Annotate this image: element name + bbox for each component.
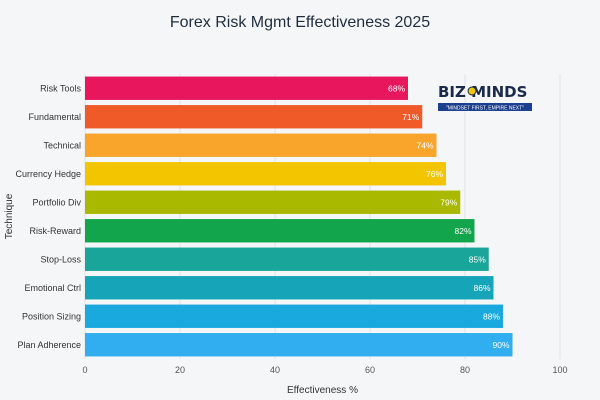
data-label: 82% [454, 226, 471, 236]
category-label: Position Sizing [22, 311, 81, 321]
data-label: 88% [483, 311, 500, 321]
x-tick-label: 0 [82, 365, 87, 375]
bar [85, 105, 423, 129]
x-axis-title: Effectiveness % [287, 385, 358, 396]
x-tick-label: 100 [552, 365, 567, 375]
bar [85, 247, 489, 271]
x-tick-label: 40 [270, 365, 280, 375]
x-tick-label: 80 [460, 365, 470, 375]
data-label: 85% [469, 254, 486, 264]
category-label: Fundamental [28, 112, 81, 122]
chart-title: Forex Risk Mgmt Effectiveness 2025 [169, 14, 431, 31]
category-label: Technical [43, 140, 81, 150]
data-label: 68% [388, 83, 405, 93]
bar [85, 162, 446, 186]
category-label: Currency Hedge [15, 169, 81, 179]
bar [85, 333, 513, 357]
data-label: 76% [426, 169, 443, 179]
logo-text: BIZ MINDS [438, 83, 527, 101]
data-label: 74% [416, 140, 433, 150]
data-label: 71% [402, 112, 419, 122]
bizminds-logo: BIZ MINDS "MINDSET FIRST, EMPIRE NEXT" [438, 83, 532, 112]
bar [85, 219, 475, 243]
logo-tagline: "MINDSET FIRST, EMPIRE NEXT" [446, 106, 524, 112]
category-label: Risk-Reward [29, 226, 81, 236]
x-tick-label: 20 [175, 365, 185, 375]
bulb-icon [467, 86, 477, 96]
x-tick-label: 60 [365, 365, 375, 375]
bar [85, 133, 437, 157]
data-label: 90% [492, 340, 509, 350]
logo-tagline-bar [438, 103, 532, 111]
category-label: Emotional Ctrl [24, 283, 81, 293]
category-label: Portfolio Div [32, 197, 81, 207]
bar [85, 190, 461, 214]
bar [85, 304, 503, 328]
category-label: Plan Adherence [17, 340, 81, 350]
category-label: Stop-Loss [40, 254, 81, 264]
category-label: Risk Tools [40, 83, 81, 93]
bar [85, 276, 494, 300]
data-label: 79% [440, 197, 457, 207]
bar [85, 76, 408, 100]
data-label: 86% [473, 283, 490, 293]
y-axis-title: Technique [4, 193, 15, 239]
